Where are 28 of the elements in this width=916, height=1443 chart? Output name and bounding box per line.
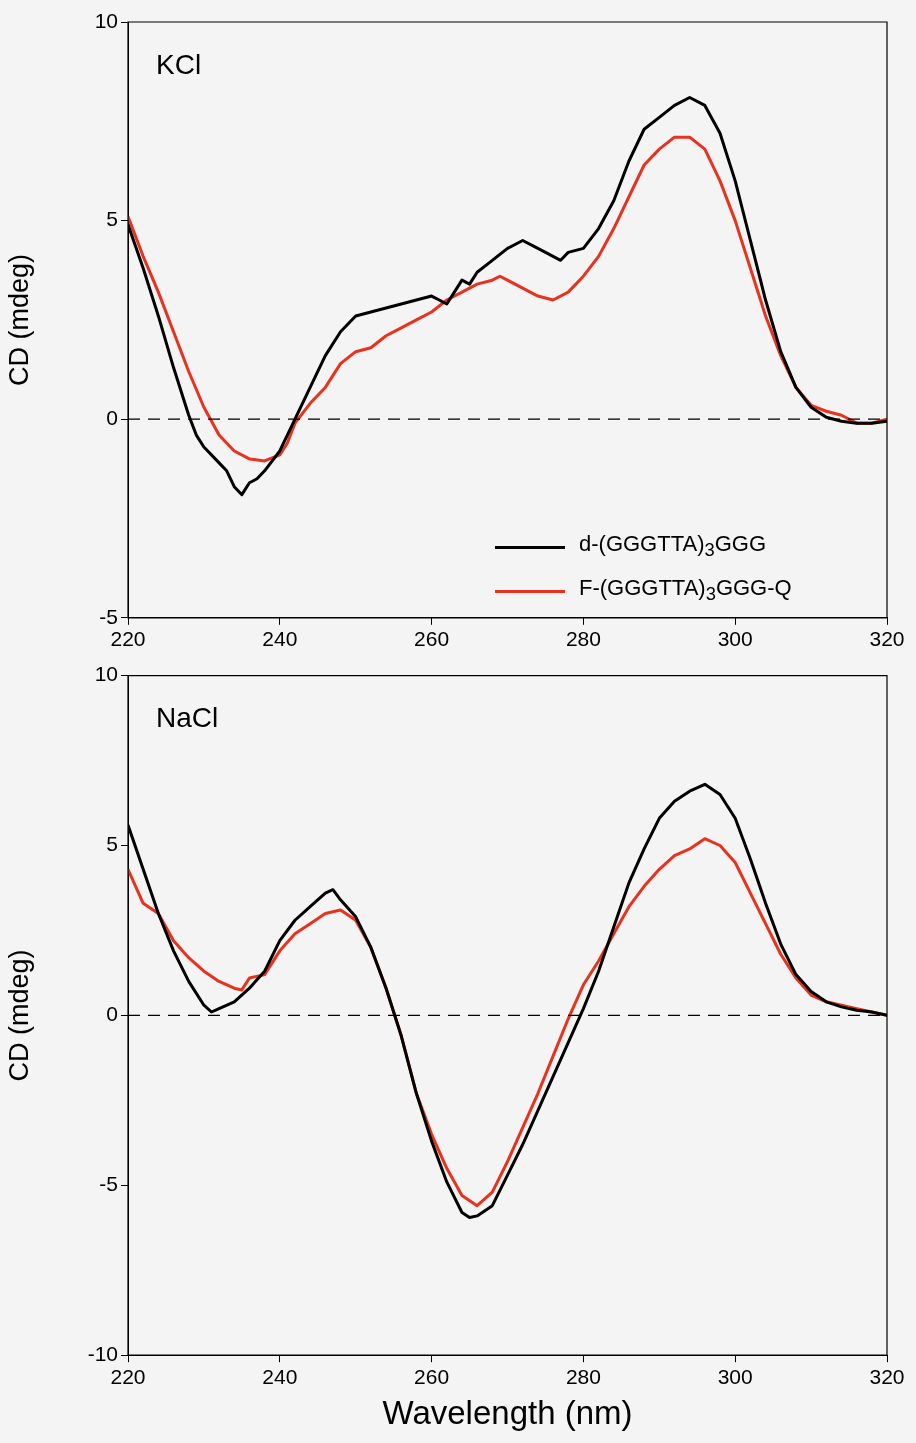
x-tick-label: 260 xyxy=(414,627,450,651)
y-tick-label: -5 xyxy=(99,1172,118,1196)
x-tick-label: 320 xyxy=(869,627,905,651)
x-tick-label: 280 xyxy=(565,627,601,651)
x-tick-label: 320 xyxy=(869,1364,905,1388)
x-tick-label: 220 xyxy=(110,1364,146,1388)
legend-label: d-(GGGTTA)$_{3}$GGG xyxy=(579,530,767,563)
x-axis-title: Wavelength (nm) xyxy=(382,1394,633,1432)
annotation: KCl xyxy=(156,48,202,80)
x-tick-label: 280 xyxy=(565,1364,601,1388)
x-tick-label: 260 xyxy=(414,1364,450,1388)
y-tick-label: 10 xyxy=(94,8,118,32)
y-tick-label: 10 xyxy=(94,662,118,686)
annotation: NaCl xyxy=(156,702,219,734)
x-tick-label: 220 xyxy=(110,627,146,651)
legend-label: F-(GGGTTA)$_{3}$GGG-Q xyxy=(579,574,792,607)
y-axis-title: CD (mdeg) xyxy=(3,253,34,386)
y-tick-label: 0 xyxy=(106,406,118,429)
y-tick-label: 5 xyxy=(106,207,118,231)
y-tick-label: -5 xyxy=(99,604,118,628)
x-tick-label: 240 xyxy=(262,1364,298,1388)
x-tick-label: 300 xyxy=(717,627,753,651)
x-tick-label: 300 xyxy=(717,1364,753,1388)
y-axis-title: CD (mdeg) xyxy=(3,949,34,1082)
y-tick-label: 0 xyxy=(106,1002,118,1026)
y-tick-label: 5 xyxy=(106,832,118,856)
x-tick-label: 240 xyxy=(262,627,298,651)
y-tick-label: -10 xyxy=(87,1342,118,1365)
